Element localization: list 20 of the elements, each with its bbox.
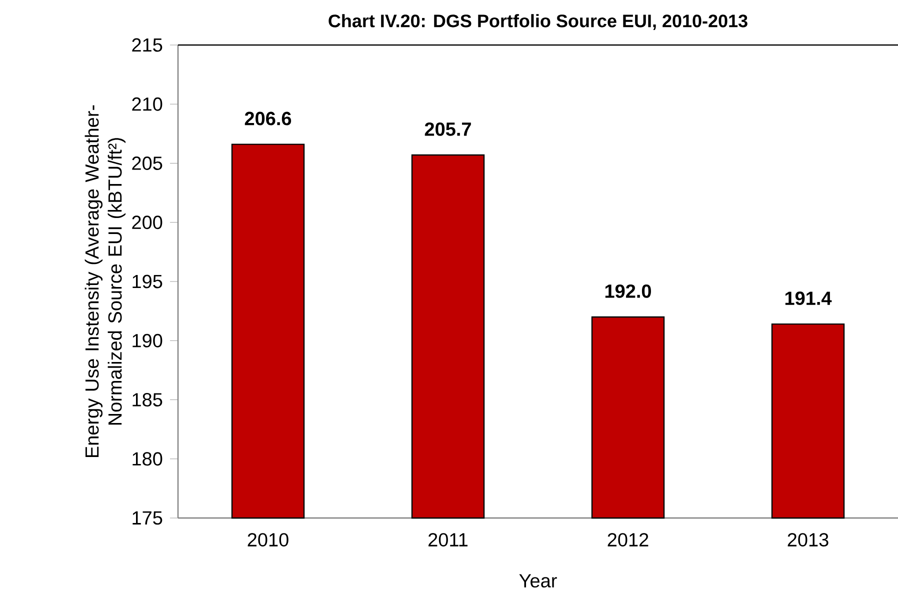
data-label: 192.0 bbox=[605, 284, 651, 298]
y-tick-label: 210 bbox=[132, 97, 162, 111]
data-label: 206.6 bbox=[244, 112, 292, 126]
x-tick-label: 2010 bbox=[248, 533, 288, 547]
x-tick-label: 2013 bbox=[788, 533, 828, 547]
x-tick-label: 2012 bbox=[608, 533, 648, 547]
chart-title: Chart IV.20: DGS Portfolio Source EUI, 2010-2013 bbox=[328, 14, 748, 30]
y-tick-label: 175 bbox=[132, 511, 162, 525]
y-tick-label: 195 bbox=[132, 274, 162, 288]
y-tick-label: 180 bbox=[132, 452, 162, 466]
data-label: 191.4 bbox=[785, 292, 832, 306]
y-tick-label: 190 bbox=[132, 334, 162, 348]
y-axis-title: Energy Use Instensity (Average Weather-Normalized Source EUI (kBTU/ft²) bbox=[84, 105, 126, 457]
x-tick-label: 2011 bbox=[428, 533, 468, 547]
y-tick-label: 200 bbox=[132, 216, 162, 230]
data-label: 205.7 bbox=[424, 122, 471, 136]
y-tick-label: 205 bbox=[132, 156, 162, 170]
x-axis-title: Year bbox=[519, 574, 557, 588]
y-tick-label: 215 bbox=[132, 38, 162, 52]
y-tick-label: 185 bbox=[132, 393, 162, 406]
